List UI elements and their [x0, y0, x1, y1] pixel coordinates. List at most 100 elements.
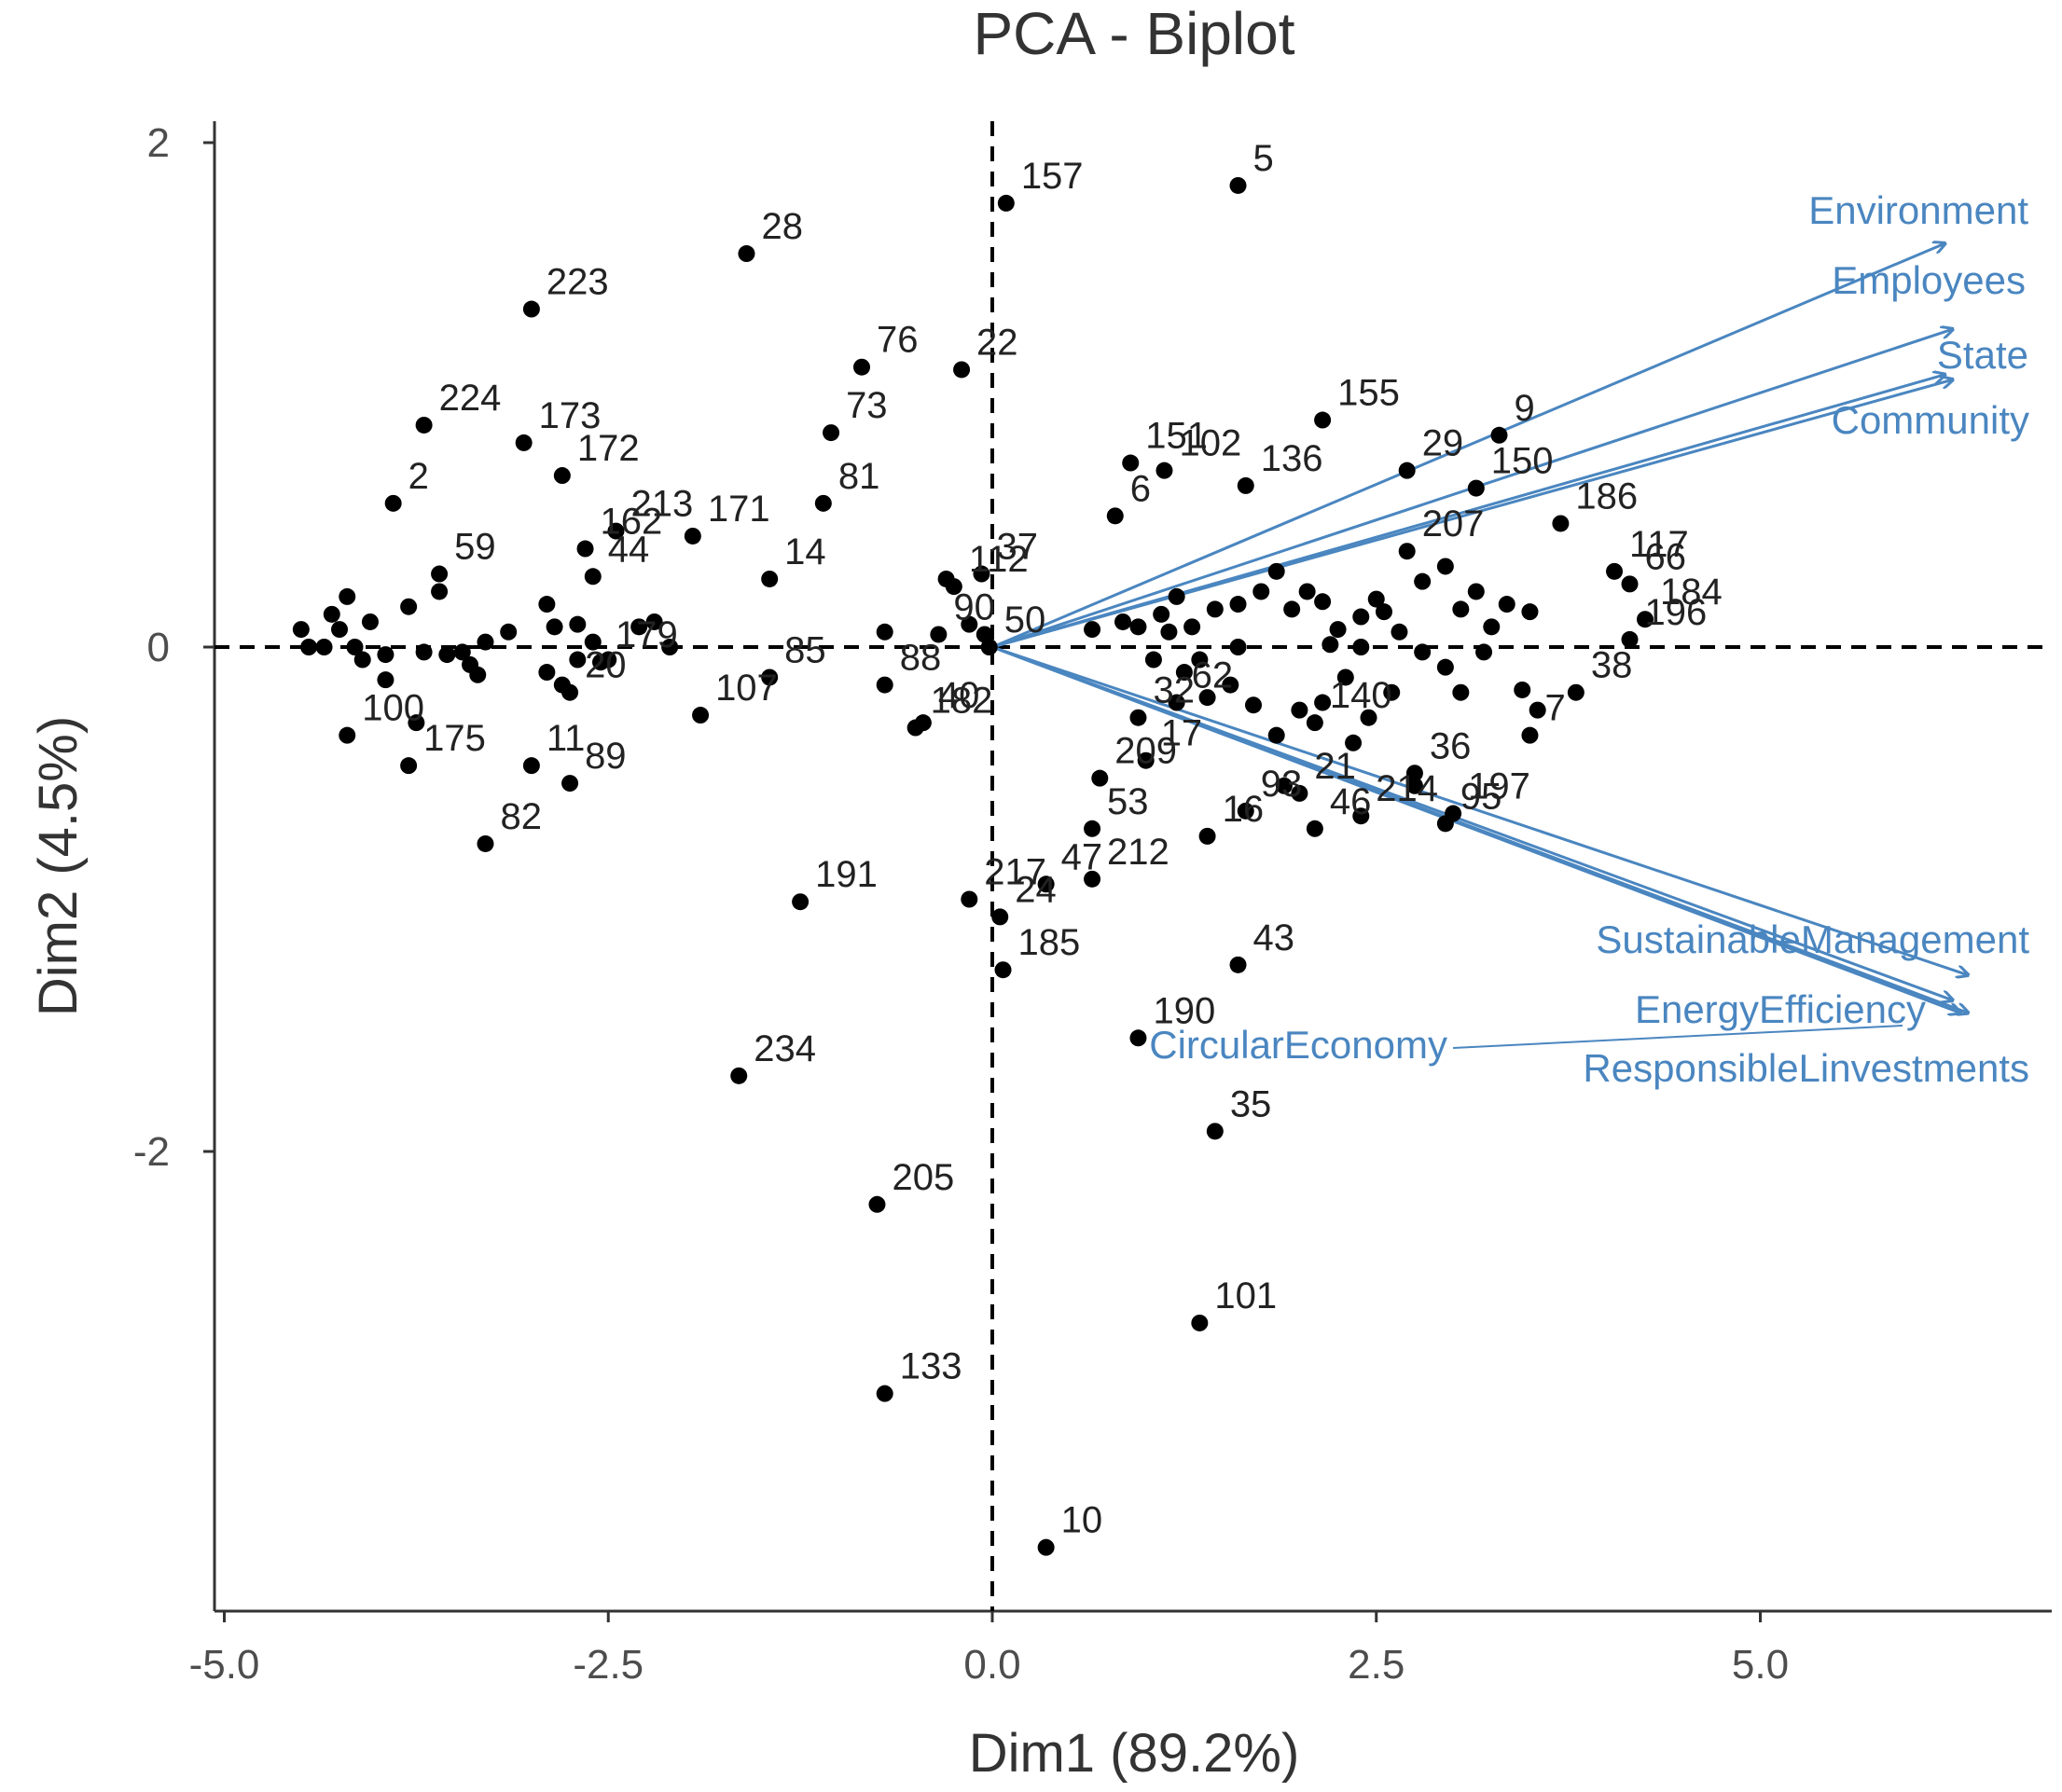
point-label: 43: [1253, 917, 1295, 958]
x-axis-label: Dim1 (89.2%): [969, 1723, 1300, 1784]
data-point: [538, 664, 556, 682]
data-point: [561, 683, 579, 701]
data-point: [339, 726, 356, 744]
data-point: [961, 615, 978, 633]
data-point: [361, 613, 379, 630]
data-point: [1206, 1123, 1224, 1140]
data-point: [1283, 600, 1301, 618]
data-point: [1122, 454, 1140, 472]
data-point: [692, 707, 710, 724]
point-label: 32: [1153, 670, 1195, 711]
data-point: [1298, 583, 1316, 600]
data-point: [1244, 696, 1262, 714]
point-label: 171: [708, 489, 770, 530]
point-label: 16: [1223, 789, 1265, 830]
data-point: [1229, 639, 1247, 655]
data-point: [876, 676, 893, 694]
data-point: [1237, 802, 1254, 820]
data-point: [868, 1195, 886, 1213]
point-label: 11: [547, 718, 586, 759]
data-point: [1091, 769, 1109, 787]
point-label: 223: [547, 262, 609, 303]
data-point: [438, 646, 456, 664]
data-point: [1306, 714, 1323, 732]
data-point: [584, 633, 602, 651]
data-point: [814, 494, 832, 512]
point-label: 40: [938, 675, 980, 716]
x-tick-label: 5.0: [1732, 1642, 1789, 1688]
point-label: 182: [931, 681, 993, 722]
data-point: [876, 623, 893, 641]
variable-label: Community: [1832, 398, 2029, 442]
data-point: [323, 605, 340, 623]
data-point: [1191, 1314, 1209, 1331]
variable-label: Employees: [1832, 258, 2026, 302]
data-point: [1514, 681, 1531, 698]
variable-arrow: [991, 645, 1968, 975]
point-label: 197: [1468, 766, 1530, 807]
point-label: 133: [900, 1346, 962, 1387]
data-point: [1414, 643, 1432, 661]
data-point: [1037, 875, 1055, 893]
point-label: 93: [1261, 764, 1303, 805]
data-point: [400, 757, 418, 775]
data-point: [384, 494, 402, 512]
x-tick-label: 2.5: [1348, 1642, 1405, 1688]
data-point: [1275, 777, 1293, 794]
data-point: [1529, 701, 1546, 719]
variable-arrow: [991, 645, 1968, 1013]
data-point: [1352, 608, 1370, 626]
data-point: [1405, 765, 1423, 782]
data-point: [1084, 621, 1101, 639]
data-point: [953, 361, 971, 379]
data-point: [738, 245, 755, 263]
data-point: [1352, 639, 1370, 655]
point-label: 205: [892, 1157, 954, 1198]
point-label: 150: [1491, 441, 1554, 482]
variable-label-leader: [1452, 1025, 1903, 1049]
point-label: 88: [900, 638, 942, 679]
data-point: [1360, 709, 1377, 726]
data-point: [1129, 618, 1147, 636]
data-point: [645, 613, 663, 630]
data-point: [1153, 605, 1170, 623]
data-point: [1483, 618, 1501, 636]
point-label: 172: [577, 428, 640, 469]
data-point: [994, 961, 1012, 979]
data-point: [1467, 583, 1485, 600]
point-label: 190: [1153, 990, 1215, 1031]
data-point: [1252, 583, 1270, 600]
data-point: [876, 1385, 893, 1402]
data-point: [1345, 734, 1363, 751]
point-label: 155: [1337, 373, 1400, 414]
data-point: [991, 908, 1009, 926]
point-label: 162: [601, 502, 663, 543]
point-label: 22: [976, 322, 1018, 363]
data-point: [1398, 462, 1416, 479]
data-point: [1084, 870, 1101, 888]
data-point: [1314, 593, 1332, 611]
data-point: [377, 646, 394, 664]
data-point: [353, 651, 371, 669]
data-point: [1037, 1538, 1055, 1556]
data-point: [1168, 587, 1185, 605]
data-point: [1229, 596, 1247, 613]
data-point: [522, 300, 540, 318]
point-label: 20: [585, 645, 627, 686]
data-point: [1405, 777, 1423, 794]
data-point: [1198, 689, 1216, 707]
data-point: [1106, 507, 1124, 525]
data-point: [1490, 426, 1508, 444]
data-point: [1291, 784, 1308, 802]
data-point: [976, 626, 993, 643]
data-point: [1175, 664, 1193, 682]
data-point: [730, 1067, 748, 1084]
data-point: [1084, 820, 1101, 837]
data-point: [477, 834, 494, 852]
point-label: 35: [1230, 1083, 1272, 1124]
y-tick-label: -2: [133, 1129, 170, 1175]
point-label: 234: [754, 1028, 816, 1069]
data-point: [1267, 726, 1285, 744]
data-point: [1206, 600, 1224, 618]
